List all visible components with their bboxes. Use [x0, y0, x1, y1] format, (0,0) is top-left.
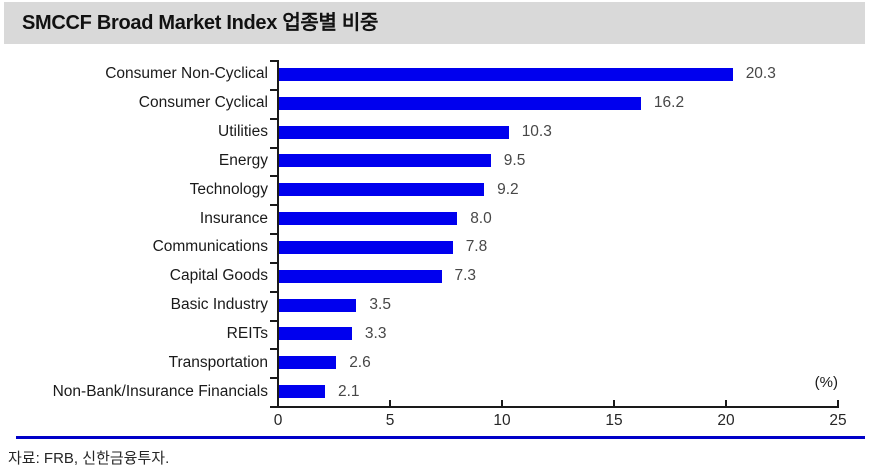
- x-axis-tick-label: 0: [273, 412, 283, 429]
- y-axis-tick: [270, 146, 278, 149]
- bar-row: Non-Bank/Insurance Financials 2.1: [0, 377, 871, 406]
- bar-rows: Consumer Non-Cyclical 20.3 Consumer Cyclic…: [0, 60, 871, 406]
- category-label: Basic Industry: [170, 296, 268, 314]
- y-axis-tick: [270, 117, 278, 120]
- x-axis-tick: [613, 400, 615, 406]
- category-label: Non-Bank/Insurance Financials: [52, 382, 268, 400]
- bar: [278, 327, 352, 341]
- category-label: Insurance: [199, 209, 268, 227]
- bar: [278, 240, 453, 254]
- footer-rule: [16, 436, 865, 439]
- bar-row: Transportation 2.6: [0, 348, 871, 377]
- bar-track: 10.3: [278, 118, 871, 147]
- axis-unit-label: (%): [814, 374, 838, 391]
- bar-track: 3.3: [278, 319, 871, 348]
- value-label: 3.5: [369, 296, 391, 314]
- bar-track: 3.5: [278, 291, 871, 320]
- value-label: 2.6: [349, 353, 371, 371]
- x-axis-tick: [389, 400, 391, 406]
- x-axis-tick-label: 25: [829, 412, 847, 429]
- source-note: 자료: FRB, 신한금융투자.: [8, 450, 170, 467]
- value-label: 20.3: [745, 65, 776, 83]
- bar-row: Consumer Non-Cyclical 20.3: [0, 60, 871, 89]
- bar: [278, 96, 641, 110]
- value-label: 16.2: [653, 94, 685, 112]
- y-axis-tick: [270, 60, 278, 62]
- y-axis-tick: [270, 319, 278, 322]
- y-axis-tick: [270, 233, 278, 235]
- bar-track: 9.2: [278, 175, 871, 204]
- bar: [278, 67, 733, 81]
- value-label: 9.2: [497, 180, 519, 198]
- chart-title: SMCCF Broad Market Index 업종별 비중: [22, 12, 379, 34]
- bar: [278, 356, 337, 370]
- bar-row: Technology 9.2: [0, 175, 871, 204]
- value-label: 7.8: [465, 238, 488, 256]
- value-label: 7.3: [454, 267, 477, 285]
- y-axis-tick: [270, 348, 278, 351]
- y-axis-tick: [270, 261, 278, 264]
- bar-track: 16.2: [278, 89, 871, 118]
- category-label: Consumer Non-Cyclical: [105, 65, 268, 83]
- x-axis-tick-label: 5: [385, 412, 395, 429]
- bar-track: 2.1: [278, 377, 871, 406]
- x-axis-tick: [277, 400, 279, 406]
- bar-row: Capital Goods 7.3: [0, 262, 871, 291]
- x-axis-tick-label: 10: [493, 412, 511, 429]
- value-label: 9.5: [503, 151, 526, 169]
- x-axis-tick-label: 20: [717, 412, 735, 429]
- bar-row: Communications 7.8: [0, 233, 871, 262]
- x-axis-line: [277, 406, 839, 408]
- category-label: Capital Goods: [169, 267, 268, 285]
- bar: [278, 125, 509, 139]
- value-label: 3.3: [364, 324, 387, 342]
- bar-chart: Consumer Non-Cyclical 20.3 Consumer Cyclic…: [0, 60, 871, 440]
- category-label: REITs: [226, 324, 268, 342]
- category-label: Utilities: [218, 123, 268, 141]
- bar: [278, 154, 491, 168]
- category-label: Transportation: [168, 353, 268, 371]
- bar: [278, 385, 325, 399]
- x-axis-tick-label: 15: [605, 412, 623, 429]
- value-label: 2.1: [338, 382, 360, 400]
- bar-track: 7.8: [278, 233, 871, 262]
- bar-row: Insurance 8.0: [0, 204, 871, 233]
- bar-row: Basic Industry 3.5: [0, 291, 871, 320]
- y-axis-tick: [270, 290, 278, 293]
- bar: [278, 298, 357, 312]
- y-axis-tick: [270, 204, 278, 207]
- y-axis-tick: [270, 175, 278, 178]
- bar: [278, 269, 442, 283]
- bar: [278, 183, 485, 197]
- chart-title-bar: SMCCF Broad Market Index 업종별 비중: [4, 2, 865, 44]
- bar-row: REITs 3.3: [0, 319, 871, 348]
- x-axis-tick: [501, 400, 503, 406]
- y-axis-tick: [270, 406, 278, 408]
- x-axis-tick: [837, 400, 839, 406]
- bar-track: 7.3: [278, 262, 871, 291]
- y-axis-tick: [270, 377, 278, 380]
- category-label: Communications: [152, 238, 268, 256]
- y-axis-line: [277, 60, 279, 408]
- x-axis-tick: [725, 400, 727, 406]
- bar-track: 20.3: [278, 60, 871, 89]
- bar: [278, 212, 458, 226]
- bar-track: 8.0: [278, 204, 871, 233]
- bar-track: 2.6: [278, 348, 871, 377]
- category-label: Technology: [189, 180, 268, 198]
- value-label: 8.0: [470, 209, 492, 227]
- value-label: 10.3: [521, 123, 552, 141]
- bar-row: Utilities 10.3: [0, 118, 871, 147]
- category-label: Energy: [218, 151, 268, 169]
- bar-track: 9.5: [278, 146, 871, 175]
- bar-row: Consumer Cyclical 16.2: [0, 89, 871, 118]
- category-label: Consumer Cyclical: [138, 94, 268, 112]
- bar-row: Energy 9.5: [0, 146, 871, 175]
- y-axis-tick: [270, 88, 278, 91]
